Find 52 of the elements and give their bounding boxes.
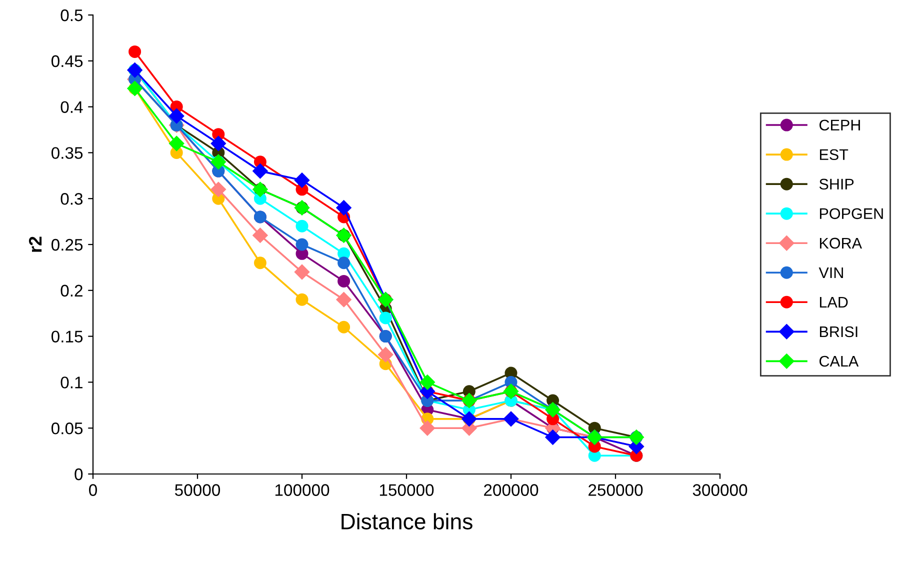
legend-label: SHIP <box>819 178 854 190</box>
y-tick-label: 0.2 <box>60 284 82 297</box>
legend-label: VIN <box>818 267 843 278</box>
legend-label: CALA <box>820 356 859 367</box>
legend-label: KORA <box>820 238 862 249</box>
point <box>252 163 268 179</box>
legend-label: CEPH <box>820 120 860 131</box>
x-tick-label: 250000 <box>588 484 643 496</box>
legend-label: EST <box>820 149 848 160</box>
x-tick-label: 150000 <box>380 484 434 496</box>
legend-label: BRISI <box>820 326 858 338</box>
point <box>338 256 350 270</box>
point <box>210 182 226 197</box>
y-tick-label: 0 <box>74 468 83 480</box>
legend-label: LAD <box>820 296 848 308</box>
x-tick-label: 50000 <box>174 484 220 496</box>
point <box>545 430 560 445</box>
x-tick-label: 0 <box>89 484 97 496</box>
point <box>296 220 308 232</box>
legend-label: POPGEN <box>820 208 883 220</box>
point <box>296 293 308 306</box>
point <box>294 264 310 280</box>
x-tick-label: 100000 <box>275 484 330 496</box>
y-tick-label: 0.3 <box>60 193 83 205</box>
point <box>294 172 310 188</box>
point <box>169 136 184 152</box>
y-tick-label: 0.4 <box>60 101 83 114</box>
point <box>420 420 435 436</box>
point <box>169 108 184 124</box>
point <box>338 320 350 334</box>
point <box>210 136 226 152</box>
point <box>338 274 350 288</box>
y-tick-label: 0.25 <box>51 238 83 251</box>
y-tick-label: 0.5 <box>60 9 83 22</box>
y-axis-title: r2 <box>28 236 42 252</box>
x-axis-title: Distance bins <box>342 513 472 530</box>
y-tick-label: 0.45 <box>51 55 83 68</box>
point <box>336 292 352 308</box>
point <box>252 228 268 243</box>
point <box>378 347 394 362</box>
point <box>420 374 435 390</box>
point <box>254 256 266 270</box>
y-tick-label: 0.35 <box>51 147 83 159</box>
point <box>128 45 142 58</box>
point <box>336 200 352 216</box>
point <box>379 312 392 324</box>
y-tick-label: 0.1 <box>60 376 82 388</box>
y-tick-label: 0.15 <box>51 330 83 343</box>
y-tick-label: 0.05 <box>51 422 83 434</box>
point <box>296 238 308 251</box>
x-tick-label: 300000 <box>692 484 748 496</box>
x-tick-label: 200000 <box>484 484 538 496</box>
